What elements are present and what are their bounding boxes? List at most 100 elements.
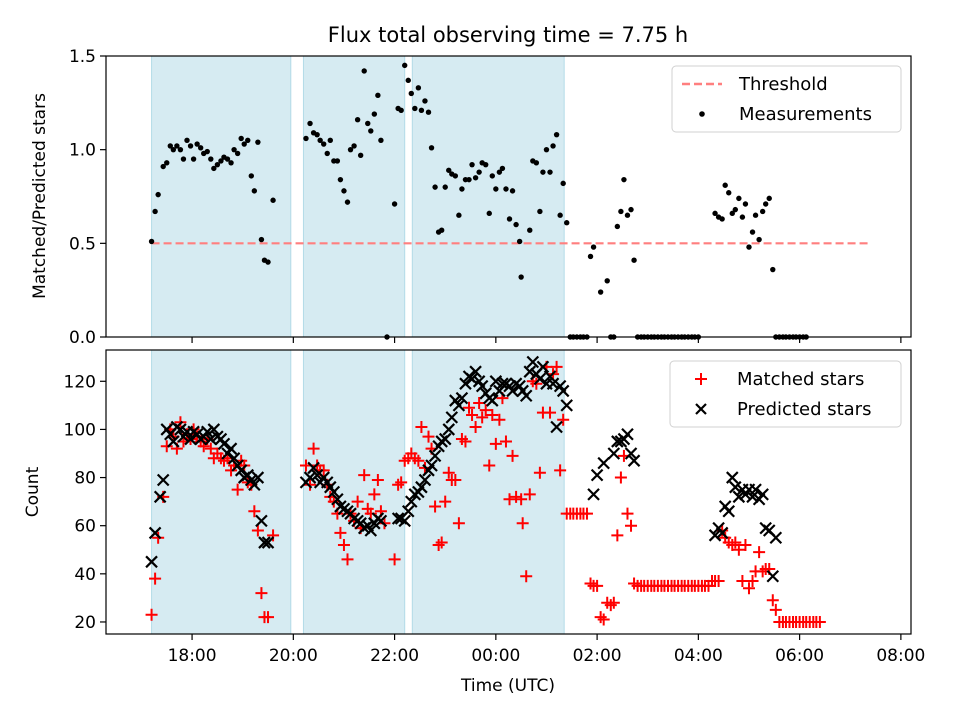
- measurement-point: [760, 209, 765, 214]
- top-y-axis-label: Matched/Predicted stars: [30, 93, 50, 299]
- bottom-panel: 20 40 60 80 100 120 18:00 20:00 22:00 00:00 02:00…: [23, 350, 925, 696]
- measurement-point: [155, 192, 160, 197]
- measurement-point: [198, 145, 203, 150]
- measurement-point: [503, 186, 508, 191]
- measurement-point: [375, 93, 380, 98]
- measurement-point: [510, 188, 515, 193]
- measurement-point: [181, 156, 186, 161]
- measurement-point: [540, 169, 545, 174]
- top-y-ticks: 0.0 0.5 1.0 1.5: [69, 47, 106, 348]
- measurement-point: [191, 156, 196, 161]
- measurement-point: [259, 237, 264, 242]
- chart-figure: Flux total observing time = 7.75 h 0.00.…: [0, 0, 960, 720]
- bottom-x-tick-label: 22:00: [370, 646, 419, 666]
- measurement-point: [719, 216, 724, 221]
- bottom-y-tick-label: 20: [74, 613, 96, 633]
- measurement-point: [149, 239, 154, 244]
- bottom-y-tick-label: 120: [64, 372, 96, 392]
- measurement-point: [429, 145, 434, 150]
- matched-star-point: [621, 508, 633, 520]
- measurement-point: [208, 156, 213, 161]
- measurement-point: [598, 289, 603, 294]
- measurement-point: [770, 267, 775, 272]
- measurement-point: [235, 151, 240, 156]
- measurement-point: [345, 199, 350, 204]
- measurement-point: [550, 143, 555, 148]
- top-chart-title: Flux total observing time = 7.75 h: [328, 23, 688, 47]
- predicted-star-point: [727, 472, 738, 483]
- bottom-x-axis-label: Time (UTC): [460, 676, 555, 696]
- matched-star-point: [753, 546, 765, 558]
- matched-star-point: [770, 604, 782, 616]
- measurement-point: [358, 153, 363, 158]
- measurement-point: [378, 138, 383, 143]
- measurement-point: [487, 211, 492, 216]
- measurement-point: [341, 188, 346, 193]
- observing-window-band: [152, 56, 291, 337]
- matched-star-point: [598, 614, 610, 626]
- bottom-y-ticks: 20406080100120: [64, 372, 106, 633]
- measurement-point: [265, 259, 270, 264]
- measurement-point: [564, 220, 569, 225]
- measurement-point: [228, 160, 233, 165]
- measurement-point: [419, 108, 424, 113]
- predicted-star-point: [622, 429, 633, 440]
- measurement-point: [365, 121, 370, 126]
- bottom-x-tick-label: 18:00: [168, 646, 217, 666]
- predicted-star-point: [770, 532, 781, 543]
- predicted-star-point: [723, 506, 734, 517]
- measurement-point: [412, 106, 417, 111]
- measurement-point: [351, 143, 356, 148]
- matched-star-point: [625, 520, 637, 532]
- measurement-point: [314, 132, 319, 137]
- measurement-point: [355, 117, 360, 122]
- bottom-x-tick-label: 00:00: [471, 646, 520, 666]
- measurement-point: [746, 244, 751, 249]
- observing-window-band: [303, 350, 404, 634]
- measurement-point: [255, 139, 260, 144]
- measurement-point: [426, 110, 431, 115]
- measurement-point: [439, 228, 444, 233]
- measurement-point: [303, 136, 308, 141]
- observing-window-band: [412, 56, 564, 337]
- bottom-legend: Matched stars Predicted stars: [670, 361, 901, 427]
- measurement-point: [493, 186, 498, 191]
- matched-star-point: [767, 594, 779, 606]
- measurement-point: [631, 257, 636, 262]
- measurement-point: [628, 207, 633, 212]
- measurement-point: [507, 216, 512, 221]
- measurement-point: [368, 128, 373, 133]
- measurement-point: [398, 108, 403, 113]
- top-legend: Threshold Measurements: [672, 66, 901, 132]
- measurement-point: [164, 160, 169, 165]
- measurement-point: [325, 151, 330, 156]
- measurement-point: [372, 111, 377, 116]
- measurement-point: [722, 183, 727, 188]
- measurement-point: [534, 160, 539, 165]
- predicted-star-point: [598, 458, 609, 469]
- bottom-x-tick-label: 04:00: [674, 646, 723, 666]
- predicted-star-point: [592, 470, 603, 481]
- measurement-point: [473, 175, 478, 180]
- measurement-point: [560, 181, 565, 186]
- measurement-point: [362, 68, 367, 73]
- measurement-point: [205, 149, 210, 154]
- observing-window-band: [412, 350, 564, 634]
- measurement-point: [335, 158, 340, 163]
- bottom-y-axis-label: Count: [23, 466, 43, 517]
- top-y-tick-label: 0.0: [69, 328, 96, 348]
- measurement-point: [490, 173, 495, 178]
- matched-star-point: [608, 597, 620, 609]
- matched-star-point: [615, 472, 627, 484]
- measurement-point: [392, 201, 397, 206]
- bottom-y-tick-label: 80: [74, 469, 96, 489]
- measurement-point: [537, 209, 542, 214]
- bottom-y-tick-label: 100: [64, 420, 96, 440]
- measurement-point: [432, 184, 437, 189]
- measurement-point: [249, 173, 254, 178]
- top-observing-windows: [152, 56, 565, 337]
- bottom-x-tick-label: 20:00: [269, 646, 318, 666]
- bottom-y-tick-label: 40: [74, 565, 96, 585]
- measurement-point: [483, 162, 488, 167]
- measurement-point: [459, 186, 464, 191]
